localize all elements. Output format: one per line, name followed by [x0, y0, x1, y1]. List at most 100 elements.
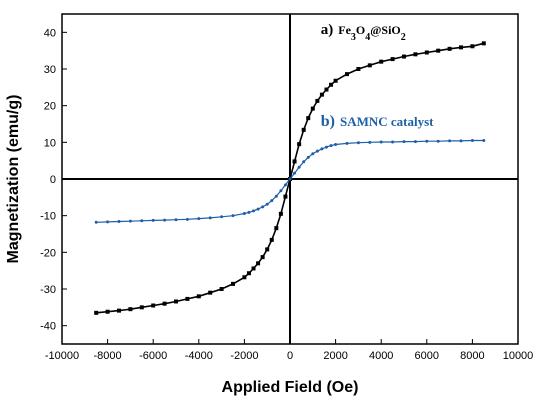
data-point [482, 139, 486, 142]
data-point [208, 216, 212, 220]
data-point [436, 48, 441, 53]
y-axis-title: Magnetization (emu/g) [5, 95, 22, 264]
x-tick-label: 10000 [503, 350, 534, 362]
data-point [297, 165, 301, 169]
data-point [356, 141, 360, 145]
y-tick-label: 10 [44, 137, 56, 149]
data-point [311, 152, 315, 156]
formula-subscript: 2 [401, 32, 406, 43]
data-point [390, 57, 395, 62]
x-tick-label: 4000 [369, 350, 393, 362]
x-tick-label: -4000 [185, 350, 213, 362]
data-point [139, 305, 144, 310]
data-point [459, 45, 463, 50]
series-label-prefix: b) [321, 113, 335, 130]
data-point [288, 177, 292, 181]
data-point [413, 52, 418, 57]
data-point [94, 310, 99, 315]
data-point [424, 50, 429, 55]
data-point [315, 149, 319, 153]
x-tick-label: 6000 [415, 350, 439, 362]
y-tick-label: -20 [40, 247, 56, 259]
data-point [208, 290, 213, 295]
data-point [231, 281, 235, 286]
data-point [402, 140, 406, 144]
data-point [302, 160, 306, 164]
data-point [105, 309, 110, 314]
data-point [368, 140, 372, 144]
series-label-text: SAMNC catalyst [340, 114, 434, 129]
data-point [379, 140, 383, 144]
y-tick-label: 20 [44, 101, 56, 113]
x-tick-label: -6000 [139, 350, 167, 362]
y-tick-label: 30 [44, 64, 56, 76]
data-point [481, 41, 486, 46]
data-point [333, 78, 338, 83]
data-point [140, 219, 144, 223]
x-tick-label: -8000 [94, 350, 122, 362]
data-point [260, 255, 265, 260]
y-tick-label: -40 [40, 321, 56, 333]
data-point [329, 144, 333, 148]
data-point [251, 266, 256, 271]
data-point [283, 183, 287, 187]
data-point [413, 140, 417, 144]
data-point [329, 82, 334, 87]
formula-text: O [356, 23, 365, 37]
x-tick-label: -2000 [230, 350, 258, 362]
data-point [265, 202, 269, 206]
data-point [128, 307, 133, 312]
data-point [219, 287, 224, 291]
data-point [162, 301, 167, 306]
data-point [185, 296, 190, 301]
data-point [448, 139, 452, 143]
data-point [247, 210, 251, 214]
data-point [174, 299, 178, 304]
data-point [261, 205, 265, 209]
data-point [278, 211, 283, 216]
data-point [185, 217, 189, 221]
y-tick-label: -30 [40, 284, 56, 296]
data-point [345, 141, 349, 145]
data-point [425, 139, 429, 143]
data-point [274, 194, 278, 198]
data-point [436, 139, 440, 143]
data-point [324, 145, 328, 149]
data-point [94, 220, 98, 224]
formula-text: Fe [338, 23, 351, 37]
x-tick-label: 2000 [323, 350, 347, 362]
data-point [320, 147, 324, 151]
data-point [196, 294, 201, 299]
data-point [334, 143, 338, 147]
series-layer [94, 41, 486, 315]
data-point [283, 194, 288, 199]
data-point [447, 46, 452, 51]
data-point [174, 218, 178, 222]
data-point [269, 237, 274, 242]
data-point [197, 217, 201, 221]
data-point [256, 261, 261, 266]
data-point [163, 218, 167, 222]
x-axis-title: Applied Field (Oe) [222, 379, 359, 396]
data-point [151, 303, 156, 308]
data-point [117, 308, 121, 313]
data-point [265, 247, 270, 252]
data-point [319, 92, 324, 97]
data-point [279, 189, 283, 193]
formula-text: @SiO [370, 23, 401, 37]
data-point [106, 220, 110, 224]
data-point [315, 98, 320, 103]
data-point [356, 67, 361, 71]
data-point [345, 72, 349, 77]
data-point [297, 142, 302, 147]
data-point [379, 59, 384, 64]
x-tick-label: 0 [287, 350, 293, 362]
x-tick-label: -10000 [45, 350, 79, 362]
annotation-layer: a) Fe3O4@SiO2 b) SAMNC catalyst [321, 22, 434, 130]
series-label-fe3o4-sio2: a) Fe3O4@SiO2 [321, 22, 406, 43]
data-point [391, 140, 395, 144]
y-tick-label: -10 [40, 211, 56, 223]
data-point [128, 219, 132, 223]
formula-subscript: 3 [351, 32, 356, 43]
